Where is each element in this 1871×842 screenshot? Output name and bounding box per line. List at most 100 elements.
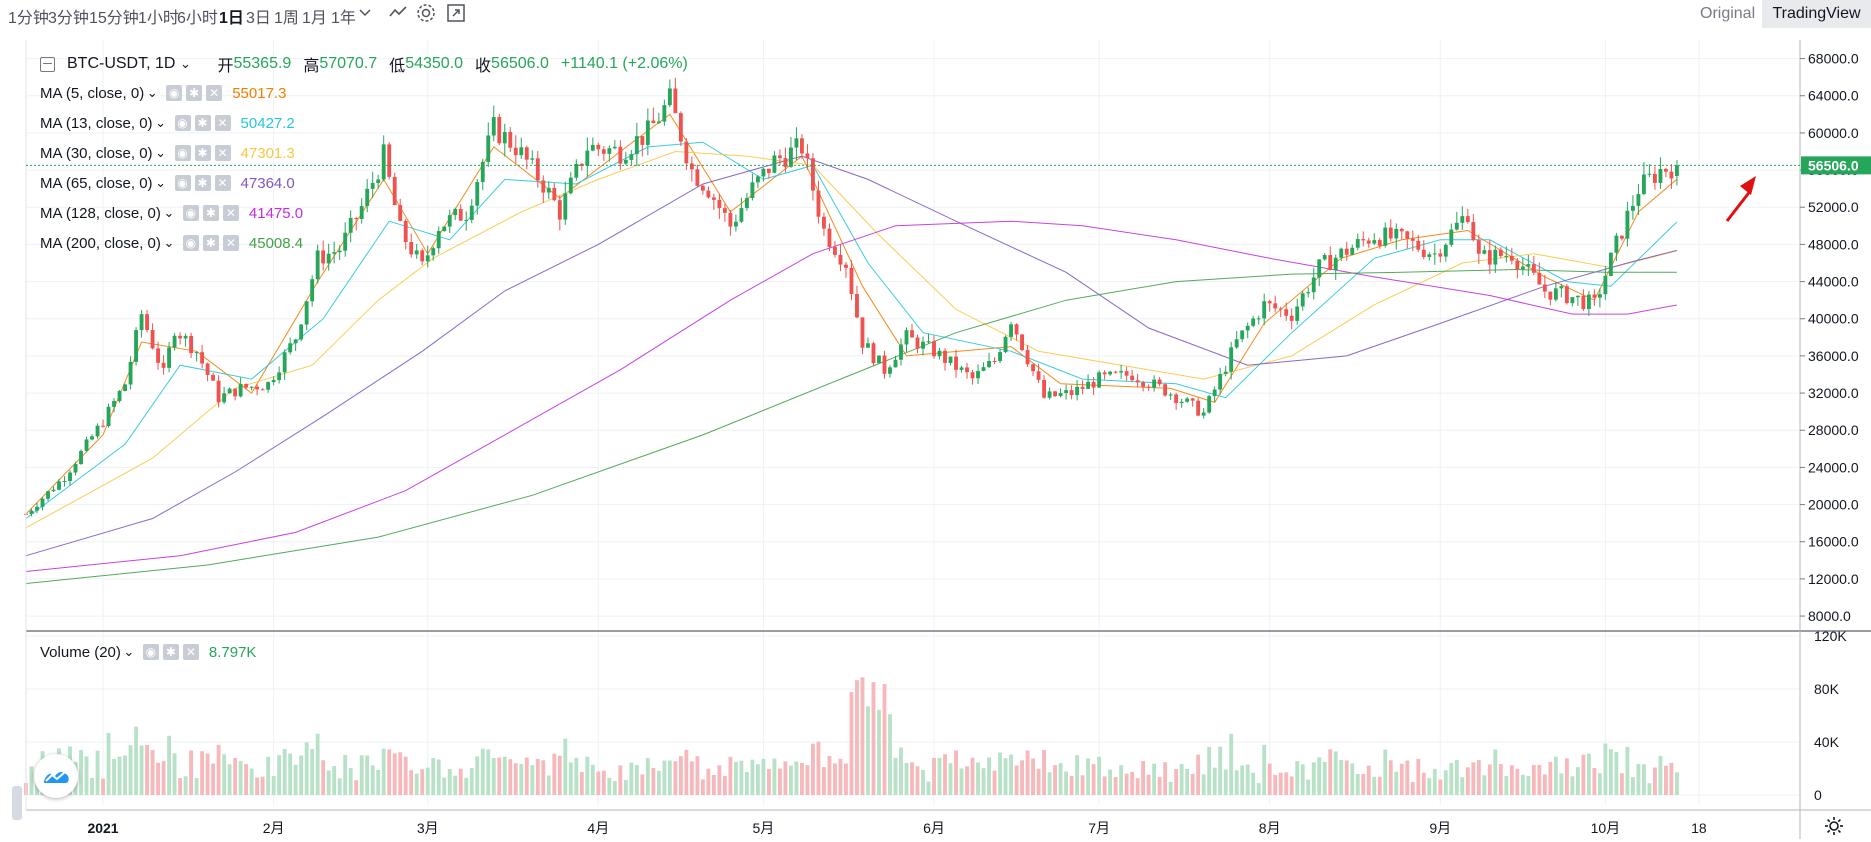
timeframe-1week[interactable]: 1周 — [274, 10, 299, 27]
volume-bar — [233, 757, 238, 795]
candle-body — [739, 208, 744, 222]
close-icon[interactable]: ✕ — [222, 235, 239, 251]
gear-icon[interactable]: ✱ — [186, 85, 203, 101]
volume-bar — [1163, 762, 1168, 795]
chevron-down-icon[interactable]: ⌄ — [155, 175, 166, 190]
volume-bar — [755, 764, 760, 795]
volume-indicator-name[interactable]: Volume (20) — [40, 643, 121, 661]
candle-body — [431, 248, 436, 256]
indicator-name[interactable]: MA (5, close, 0) — [40, 84, 145, 102]
chevron-down-icon[interactable]: ⌄ — [163, 205, 175, 220]
close-icon[interactable]: ✕ — [182, 644, 199, 660]
candle-body — [1465, 216, 1470, 223]
collapse-legend-icon[interactable] — [40, 56, 55, 72]
symbol-title[interactable]: BTC-USDT, 1D — [67, 55, 176, 72]
chevron-down-icon[interactable]: ⌄ — [180, 56, 191, 71]
chevron-down-icon[interactable]: ⌄ — [146, 85, 158, 100]
time-tick-label: 9月 — [1429, 820, 1451, 836]
volume-bar — [1036, 768, 1041, 795]
eye-icon[interactable]: ◉ — [166, 85, 183, 101]
indicator-name[interactable]: MA (30, close, 0) — [40, 144, 153, 162]
candle-body — [1399, 228, 1404, 232]
close-icon[interactable]: ✕ — [214, 115, 231, 131]
indicator-name[interactable]: MA (200, close, 0) — [40, 234, 161, 252]
timeframe-3day[interactable]: 3日 — [246, 10, 271, 27]
candle-body — [673, 88, 678, 114]
tradingview-logo-icon[interactable] — [34, 754, 78, 798]
timeframe-3min[interactable]: 3分钟 — [48, 10, 89, 27]
price-tick-label: 64000.0 — [1808, 88, 1859, 104]
candle-body — [73, 463, 78, 473]
eye-icon[interactable]: ◉ — [142, 644, 159, 660]
timeframe-1hour[interactable]: 1小时 — [138, 10, 179, 27]
indicator-name[interactable]: MA (13, close, 0) — [40, 114, 153, 132]
timeframe-1month[interactable]: 1月 — [302, 10, 327, 27]
volume-bar — [442, 777, 447, 795]
chevron-down-icon[interactable] — [357, 4, 379, 26]
gear-icon[interactable]: ✱ — [194, 115, 211, 131]
volume-bar — [827, 755, 832, 795]
candle-body — [1427, 254, 1432, 257]
scroll-handle[interactable] — [12, 786, 22, 820]
eye-icon[interactable]: ◉ — [174, 175, 191, 191]
gear-icon[interactable] — [1823, 815, 1845, 837]
eye-icon[interactable]: ◉ — [182, 205, 199, 221]
timeframe-1year[interactable]: 1年 — [331, 10, 356, 27]
indicator-name[interactable]: MA (128, close, 0) — [40, 204, 161, 222]
gear-icon[interactable]: ✱ — [162, 644, 179, 660]
candle-body — [1256, 318, 1261, 320]
chevron-down-icon[interactable]: ⌄ — [155, 145, 166, 160]
chevron-down-icon[interactable]: ⌄ — [155, 115, 166, 130]
volume-bar — [1427, 778, 1432, 795]
timeframe-15min[interactable]: 15分钟 — [89, 10, 139, 27]
close-icon[interactable]: ✕ — [214, 145, 231, 161]
candle-body — [998, 352, 1002, 362]
candle-body — [1619, 235, 1624, 239]
candle-body — [40, 498, 45, 507]
chevron-down-icon[interactable]: ⌄ — [123, 644, 135, 659]
timeframe-1day[interactable]: 1日 — [219, 10, 244, 27]
close-icon[interactable]: ✕ — [222, 205, 239, 221]
volume-bar — [634, 765, 639, 795]
fullscreen-icon[interactable] — [445, 2, 467, 24]
volume-bar — [1542, 774, 1547, 795]
candle-body — [948, 356, 953, 363]
gear-icon[interactable] — [415, 2, 437, 24]
timeframe-1min[interactable]: 1分钟 — [8, 10, 49, 27]
candle-body — [1526, 264, 1531, 267]
candle-body — [849, 267, 854, 295]
gear-icon[interactable]: ✱ — [202, 205, 219, 221]
candle-body — [359, 206, 364, 219]
eye-icon[interactable]: ◉ — [174, 115, 191, 131]
candle-body — [943, 350, 947, 363]
candle-body — [46, 491, 50, 499]
candle-body — [1520, 266, 1525, 270]
candle-body — [1548, 291, 1553, 300]
volume-bar — [1234, 770, 1239, 795]
gear-icon[interactable]: ✱ — [202, 235, 219, 251]
candle-body — [1482, 250, 1487, 254]
volume-bar — [304, 742, 309, 795]
candle-body — [706, 190, 711, 198]
indicator-name[interactable]: MA (65, close, 0) — [40, 174, 153, 192]
gear-icon[interactable]: ✱ — [194, 145, 211, 161]
candle-body — [662, 105, 667, 122]
line-chart-type-icon[interactable] — [387, 2, 409, 24]
candle-body — [992, 360, 997, 362]
close-icon[interactable]: ✕ — [206, 85, 223, 101]
view-tradingview-button[interactable]: TradingView — [1762, 0, 1871, 28]
candle-body — [464, 219, 469, 221]
volume-bar — [1020, 760, 1024, 795]
view-original-button[interactable]: Original — [1700, 5, 1756, 22]
eye-icon[interactable]: ◉ — [174, 145, 191, 161]
timeframe-6hour[interactable]: 6小时 — [177, 10, 218, 27]
candle-body — [1564, 286, 1569, 304]
volume-bar — [1014, 765, 1019, 795]
close-icon[interactable]: ✕ — [214, 175, 231, 191]
chevron-down-icon[interactable]: ⌄ — [163, 235, 175, 250]
eye-icon[interactable]: ◉ — [182, 235, 199, 251]
gear-icon[interactable]: ✱ — [194, 175, 211, 191]
candle-body — [1592, 294, 1597, 298]
volume-bar — [662, 760, 667, 795]
